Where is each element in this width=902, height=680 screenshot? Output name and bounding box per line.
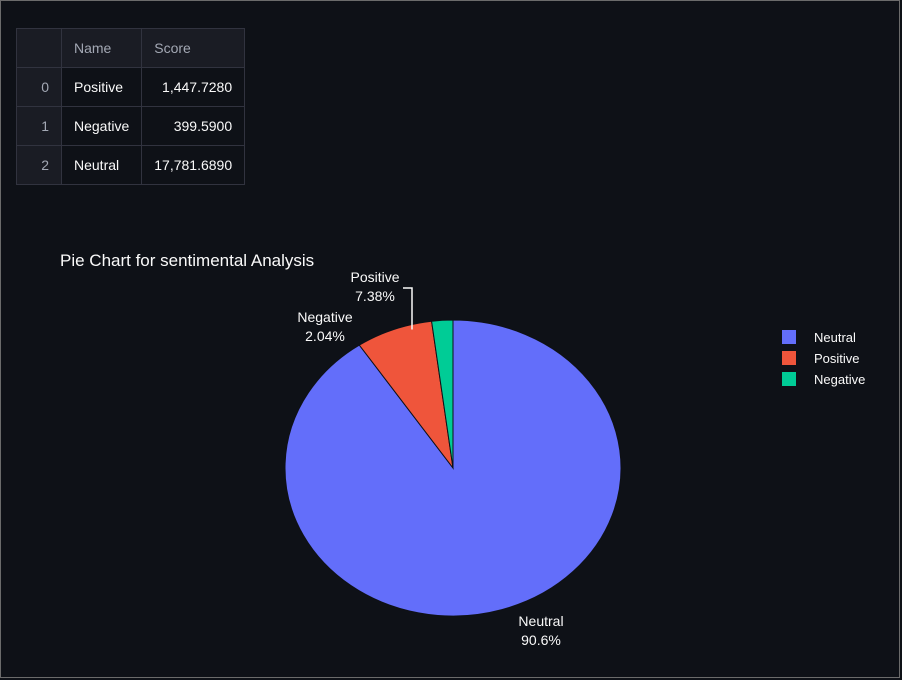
row-score: 1,447.7280 — [141, 67, 246, 107]
legend-label-negative[interactable]: Negative — [814, 372, 865, 387]
row-name: Positive — [60, 67, 143, 107]
legend-swatch-neutral[interactable] — [782, 330, 796, 344]
table-row: 1 Negative 399.5900 — [16, 106, 246, 146]
slice-label-percent: 7.38% — [355, 288, 395, 304]
row-name: Negative — [60, 106, 143, 146]
row-score: 399.5900 — [141, 106, 246, 146]
legend-swatch-negative[interactable] — [782, 372, 796, 386]
row-index: 2 — [16, 145, 62, 185]
table-header-score[interactable]: Score — [141, 28, 246, 68]
slice-label-name: Negative — [297, 309, 352, 325]
slice-label-name: Neutral — [518, 613, 563, 629]
legend-swatch-positive[interactable] — [782, 351, 796, 365]
slice-label-percent: 2.04% — [305, 328, 345, 344]
dataframe-table: Name Score 0 Positive 1,447.7280 1 Negat… — [16, 28, 246, 185]
table-row: 0 Positive 1,447.7280 — [16, 67, 246, 107]
chart-title: Pie Chart for sentimental Analysis — [60, 251, 314, 270]
legend-label-positive[interactable]: Positive — [814, 351, 860, 366]
pie-slice-negative[interactable] — [431, 319, 454, 469]
table-row: 2 Neutral 17,781.6890 — [16, 145, 246, 185]
label-leader-line — [403, 287, 413, 330]
row-score: 17,781.6890 — [141, 145, 246, 185]
slice-label-percent: 90.6% — [521, 632, 561, 648]
row-name: Neutral — [60, 145, 143, 185]
legend-label-neutral[interactable]: Neutral — [814, 330, 856, 345]
slice-label-name: Positive — [350, 269, 399, 285]
row-index: 1 — [16, 106, 62, 146]
